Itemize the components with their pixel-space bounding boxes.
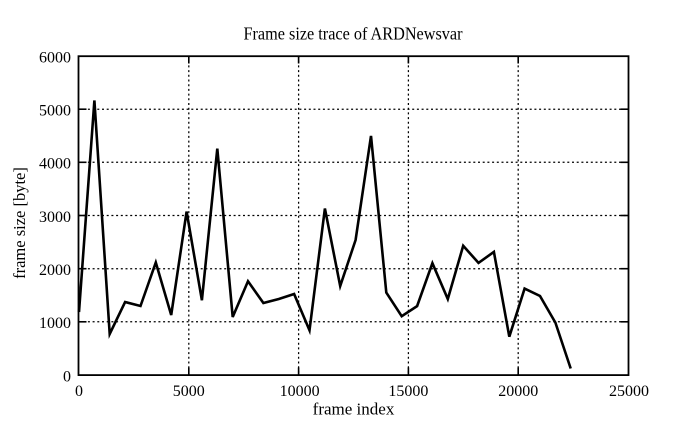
svg-text:0: 0 xyxy=(75,383,83,400)
svg-text:3000: 3000 xyxy=(39,209,71,226)
svg-text:15000: 15000 xyxy=(388,383,428,400)
svg-text:2000: 2000 xyxy=(39,262,71,279)
svg-text:5000: 5000 xyxy=(39,103,71,120)
svg-text:5000: 5000 xyxy=(173,383,205,400)
svg-text:Frame size trace of ARDNewsvar: Frame size trace of ARDNewsvar xyxy=(244,24,463,44)
svg-text:0: 0 xyxy=(63,368,71,385)
svg-text:frame size [byte]: frame size [byte] xyxy=(10,167,29,279)
svg-text:6000: 6000 xyxy=(39,49,71,66)
svg-text:1000: 1000 xyxy=(39,315,71,332)
svg-text:frame index: frame index xyxy=(313,400,395,419)
svg-text:10000: 10000 xyxy=(280,383,320,400)
svg-text:25000: 25000 xyxy=(609,383,649,400)
svg-text:20000: 20000 xyxy=(498,383,538,400)
svg-text:4000: 4000 xyxy=(39,156,71,173)
